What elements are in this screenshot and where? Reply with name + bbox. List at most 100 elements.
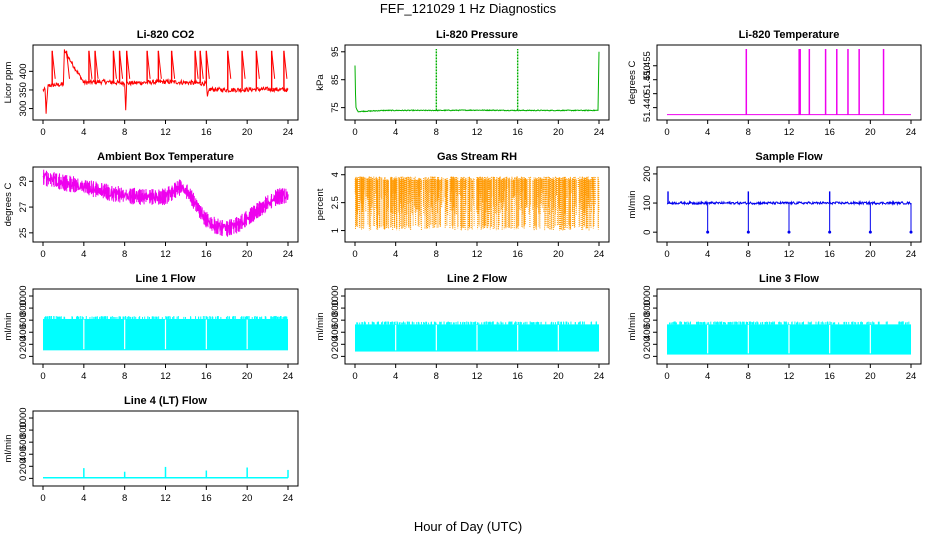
spike-mark xyxy=(51,50,56,79)
x-tick-label: 16 xyxy=(824,127,835,138)
y-tick-label: 2.5 xyxy=(330,196,341,209)
x-tick-label: 4 xyxy=(393,371,398,382)
x-tick-label: 20 xyxy=(242,493,253,504)
y-tick-label: 350 xyxy=(18,82,29,98)
x-tick-label: 20 xyxy=(865,371,876,382)
series-co2 xyxy=(42,49,289,114)
y-tick-label: 0 xyxy=(642,230,653,235)
x-tick-label: 12 xyxy=(160,127,171,138)
y-tick-label: 95 xyxy=(330,47,341,58)
y-tick-label: 600 xyxy=(18,434,29,450)
x-tick-label: 20 xyxy=(553,127,564,138)
y-axis-label: ml/min xyxy=(3,435,14,463)
series-line4 xyxy=(43,466,289,479)
x-tick-label: 8 xyxy=(746,249,751,260)
x-tick-label: 20 xyxy=(242,371,253,382)
spike-mark xyxy=(255,50,260,79)
x-tick-label: 24 xyxy=(594,371,605,382)
y-tick-label: 800 xyxy=(18,300,29,316)
x-tick-label: 20 xyxy=(242,127,253,138)
y-tick-label: 100 xyxy=(642,195,653,211)
y-tick-label: 1000 xyxy=(18,407,29,428)
x-tick-label: 16 xyxy=(824,371,835,382)
x-tick-label: 24 xyxy=(906,249,917,260)
y-tick-label: 0 xyxy=(330,354,341,359)
y-axis-label: degrees C xyxy=(627,60,638,104)
panel-title: Line 1 Flow xyxy=(136,273,196,285)
x-tick-label: 12 xyxy=(472,249,483,260)
y-tick-label: 51.455 xyxy=(642,51,653,80)
y-tick-label: 200 xyxy=(642,336,653,352)
y-tick-label: 1000 xyxy=(642,285,653,306)
x-tick-label: 4 xyxy=(705,249,710,260)
panel-rh: Gas Stream RH 0 4 8 12 16 20 24 1 2.5 4 percent xyxy=(315,151,610,260)
x-tick-label: 24 xyxy=(594,249,605,260)
y-tick-label: 1000 xyxy=(18,285,29,306)
x-tick-label: 16 xyxy=(512,371,523,382)
y-axis-label: ml/min xyxy=(315,313,326,341)
x-tick-label: 16 xyxy=(512,127,523,138)
y-tick-label: 51.450 xyxy=(642,65,653,94)
x-tick-label: 4 xyxy=(81,249,86,260)
x-tick-label: 4 xyxy=(81,371,86,382)
x-tick-label: 0 xyxy=(664,127,669,138)
x-tick-label: 0 xyxy=(664,249,669,260)
x-tick-label: 0 xyxy=(352,249,357,260)
y-axis-label: degrees C xyxy=(3,182,14,226)
x-tick-label: 16 xyxy=(824,249,835,260)
y-tick-label: 0 xyxy=(642,354,653,359)
spike-mark xyxy=(199,50,204,79)
spike-mark xyxy=(88,50,93,79)
x-tick-label: 4 xyxy=(393,249,398,260)
panel-title: Li-820 Pressure xyxy=(436,29,518,41)
x-tick-label: 12 xyxy=(472,371,483,382)
spike-mark xyxy=(171,50,176,79)
spike-mark xyxy=(283,50,288,79)
spike-mark xyxy=(146,50,151,79)
x-tick-label: 8 xyxy=(122,249,127,260)
series-line xyxy=(42,49,289,114)
panel-title: Ambient Box Temperature xyxy=(97,151,234,163)
x-tick-label: 0 xyxy=(664,371,669,382)
x-tick-label: 20 xyxy=(553,249,564,260)
x-tick-label: 8 xyxy=(122,493,127,504)
dip-point xyxy=(828,230,832,234)
spike-mark xyxy=(157,50,162,79)
x-tick-label: 0 xyxy=(40,127,45,138)
series-temperature xyxy=(667,49,911,116)
x-tick-label: 16 xyxy=(201,493,212,504)
y-tick-label: 400 xyxy=(330,324,341,340)
y-axis-label: ml/min xyxy=(627,191,638,219)
panel-co2: Li-820 CO2 0 4 8 12 16 20 24 300 350 400 Licor ppm xyxy=(3,29,299,138)
y-tick-label: 27 xyxy=(18,202,29,213)
y-tick-label: 0 xyxy=(18,354,29,359)
x-tick-label: 8 xyxy=(434,127,439,138)
y-tick-label: 4 xyxy=(330,172,341,177)
x-tick-label: 12 xyxy=(160,493,171,504)
y-tick-label: 800 xyxy=(642,300,653,316)
x-tick-label: 24 xyxy=(906,127,917,138)
series-line3 xyxy=(667,321,911,355)
x-tick-label: 0 xyxy=(40,249,45,260)
series-line2 xyxy=(355,321,599,352)
y-tick-label: 1000 xyxy=(330,285,341,306)
x-tick-label: 12 xyxy=(160,371,171,382)
spike-mark xyxy=(94,50,99,79)
x-tick-label: 8 xyxy=(434,249,439,260)
x-tick-label: 24 xyxy=(906,371,917,382)
spike-mark xyxy=(126,50,131,79)
plot-frame xyxy=(656,44,922,121)
panel-line4: Line 4 (LT) Flow 0 4 8 12 16 20 24 0 200400600800… xyxy=(3,395,299,504)
x-tick-label: 12 xyxy=(784,127,795,138)
x-tick-label: 4 xyxy=(705,127,710,138)
y-tick-label: 400 xyxy=(642,324,653,340)
panel-ambient: Ambient Box Temperature 0 4 8 12 16 20 24 25 27 29… xyxy=(3,151,299,260)
y-tick-label: 400 xyxy=(18,63,29,79)
x-tick-label: 24 xyxy=(283,371,294,382)
y-axis-label: kPa xyxy=(315,74,326,91)
x-tick-label: 16 xyxy=(512,249,523,260)
panel-title: Line 3 Flow xyxy=(759,273,819,285)
